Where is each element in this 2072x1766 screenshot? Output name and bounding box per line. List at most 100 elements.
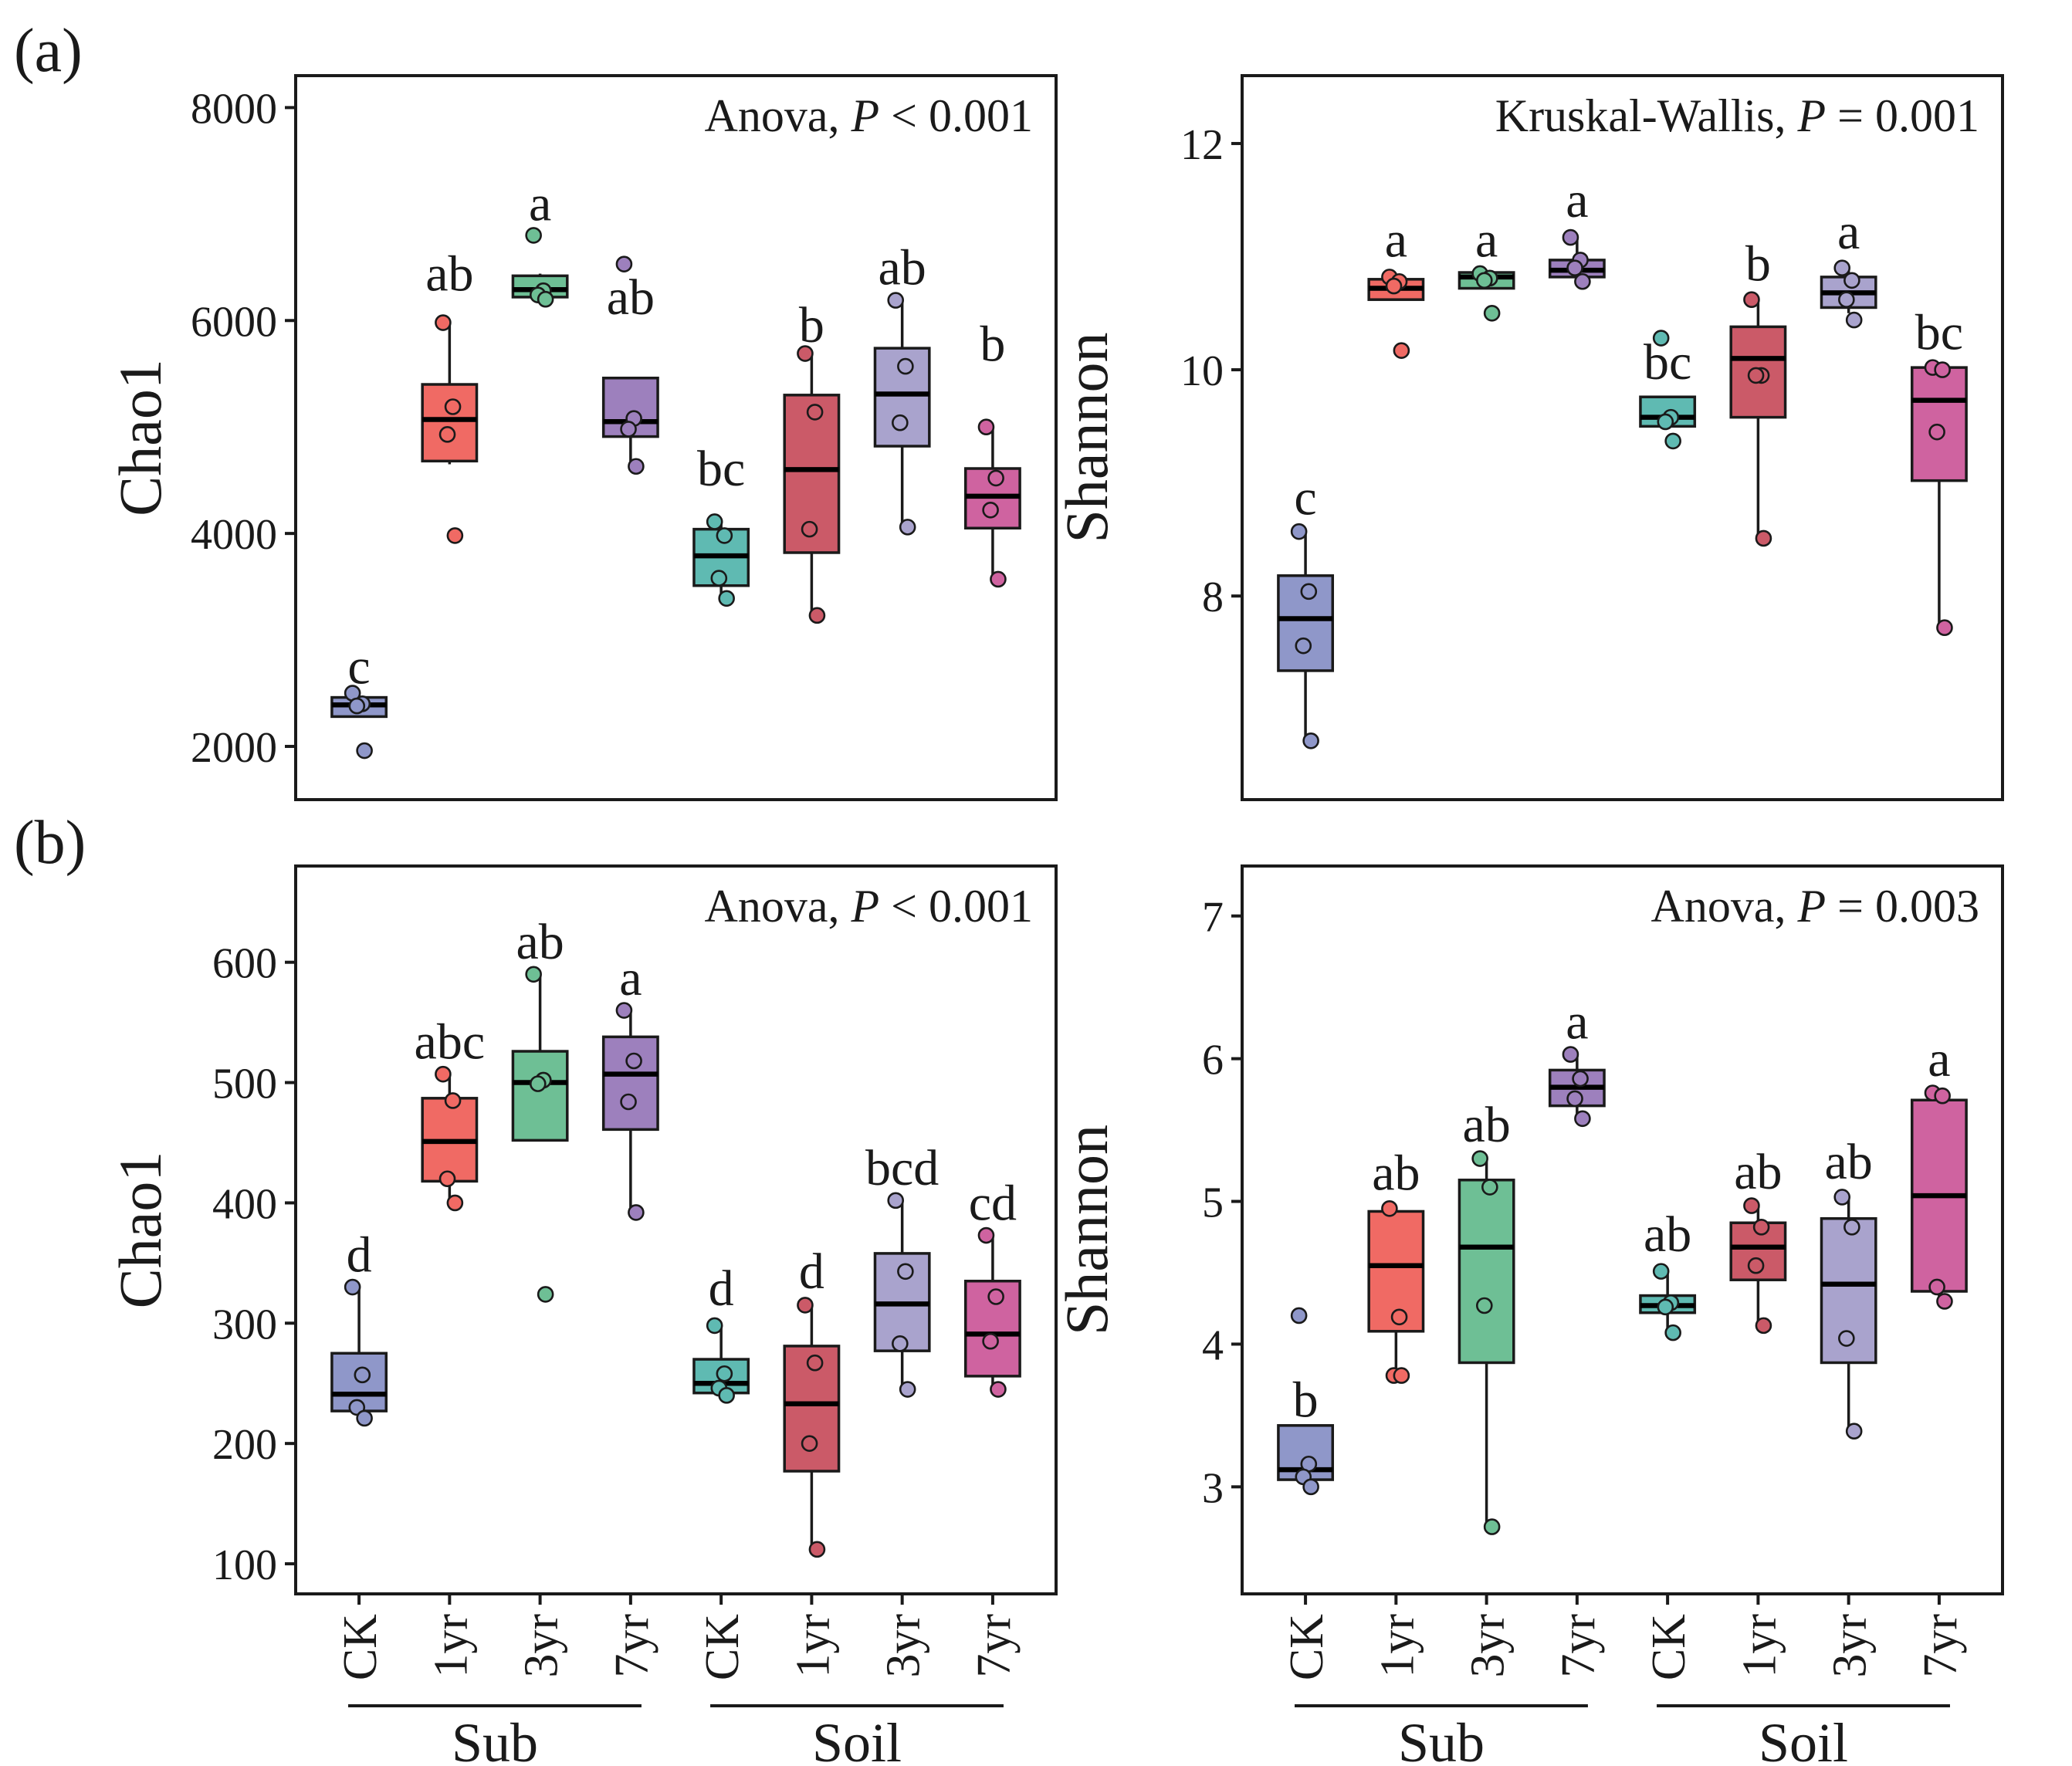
significance-letter: a [1837,204,1860,260]
significance-letter: a [619,950,642,1006]
x-tick-label: 7yr [1915,1614,1967,1678]
data-point [628,1204,645,1221]
data-point [801,520,818,538]
significance-letter: d [709,1260,734,1317]
significance-letter: bc [697,441,745,497]
x-tick-label: 1yr [425,1614,477,1678]
data-point [1845,1423,1863,1440]
y-tick-label: 7 [1202,894,1224,942]
data-point [354,1366,371,1384]
figure-label-a: (a) [14,17,83,85]
significance-letter: cd [969,1175,1017,1231]
box-1yr-soil: b [783,297,841,624]
box-3yr-sub: ab [511,914,569,1303]
data-point [356,1409,373,1427]
data-point [977,418,995,436]
y-tick-label: 6000 [191,298,277,346]
box-7yr-sub: ab [601,255,659,475]
data-point [977,1226,995,1244]
data-point [806,404,824,421]
data-point [1747,1257,1765,1274]
data-point [1928,1278,1945,1296]
y-tick-label: 100 [212,1541,277,1589]
data-point [710,570,728,587]
box-ck-soil: bc [692,441,750,607]
data-point [438,426,456,443]
box-7yr-soil: cd [963,1175,1021,1398]
y-tick-label: 3 [1202,1464,1224,1512]
box-1yr-sub: ab [421,246,479,544]
y-tick-label: 4 [1202,1321,1224,1369]
data-point [1302,1478,1319,1496]
significance-letter: bc [1644,334,1691,391]
data-point [615,255,633,272]
data-point [808,1541,826,1558]
group-label: Soil [812,1712,902,1766]
x-tick-label: CK [1643,1614,1695,1680]
data-point [892,1335,909,1352]
data-point [1755,529,1772,547]
data-point [444,1092,462,1109]
box-7yr-soil: bc [1910,305,1968,637]
y-tick-label: 5 [1202,1179,1224,1227]
significance-letter: ab [1734,1144,1782,1200]
stat-p-symbol: P [1797,881,1827,932]
data-point [1843,1219,1860,1236]
x-tick-label: 3yr [516,1614,568,1678]
significance-letter: c [347,639,370,695]
data-point [1483,1518,1501,1535]
stat-test: Anova, [705,90,851,141]
data-point [1574,1110,1591,1128]
stat-p-value: = 0.003 [1826,881,1979,932]
data-point [625,1052,642,1070]
data-point [1471,1150,1488,1167]
box-iqr [1277,574,1335,672]
data-point [1652,1263,1670,1280]
box-ck-soil: ab [1639,1206,1697,1341]
data-point [1290,1307,1308,1324]
box-ck-sub: d [330,1226,388,1427]
data-point [1483,304,1501,322]
data-point [1300,583,1318,601]
data-point [537,290,554,308]
figure-label-b: (b) [14,809,86,877]
significance-letter: ab [1825,1134,1873,1190]
box-ck-sub: c [330,639,388,760]
data-point [525,966,542,983]
data-point [987,1288,1004,1305]
data-point [529,1075,547,1092]
data-point [348,697,366,715]
group-label: Sub [1398,1712,1485,1766]
data-point [1664,432,1681,450]
data-point [892,414,909,431]
stat-p-value: = 0.001 [1826,90,1979,141]
data-point [1743,1197,1760,1214]
stat-test: Anova, [705,881,851,932]
data-point [1393,1367,1410,1384]
data-point [806,1354,824,1372]
box-iqr [511,1050,569,1142]
x-tick-label: 3yr [1824,1614,1877,1678]
box-3yr-sub: a [511,176,569,308]
y-tick-label: 600 [212,940,277,988]
data-point [899,1381,916,1398]
group-label: Sub [452,1712,538,1766]
significance-letter: a [1928,1031,1950,1088]
x-tick-label: 1yr [1733,1614,1786,1678]
stat-p-symbol: P [851,90,880,141]
data-point [887,1192,905,1209]
significance-letter: bcd [865,1140,939,1196]
significance-letter: b [1745,235,1771,292]
data-point [1295,637,1312,655]
box-7yr-sub: a [601,950,659,1221]
significance-letter: a [1475,212,1498,269]
plot-frame [1241,864,2004,1595]
box-1yr-soil: b [1729,235,1787,547]
data-point [1652,330,1670,347]
x-tick-label: CK [1281,1614,1333,1680]
stat-p-symbol: P [1797,90,1827,141]
data-point [1657,1298,1674,1316]
